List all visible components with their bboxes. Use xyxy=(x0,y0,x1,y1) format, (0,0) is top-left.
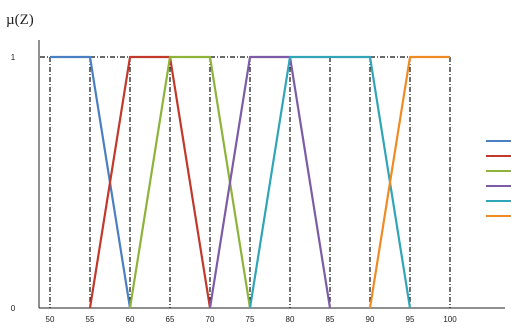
chart-title: µ(Z) xyxy=(6,12,34,28)
axes xyxy=(38,40,505,309)
x-tick-label: 65 xyxy=(166,315,175,324)
x-tick-label: 70 xyxy=(206,315,215,324)
x-tick-label: 60 xyxy=(126,315,135,324)
x-tick-label: 55 xyxy=(86,315,95,324)
series-line-1 xyxy=(50,55,132,309)
series-line-2 xyxy=(88,55,212,309)
x-tick-label: 90 xyxy=(366,315,375,324)
legend xyxy=(486,140,511,217)
x-tick-label: 95 xyxy=(406,315,415,324)
series-line-4 xyxy=(208,55,332,309)
grid-lines xyxy=(40,56,451,308)
y-tick-label: 1 xyxy=(11,53,16,62)
x-tick-label: 100 xyxy=(443,315,457,324)
tick-labels: 50 55 60 65 70 75 80 85 90 95 100 0 1 xyxy=(11,53,457,324)
x-tick-label: 75 xyxy=(246,315,255,324)
series-line-5 xyxy=(248,55,412,309)
series-line-6 xyxy=(368,55,450,309)
x-tick-label: 85 xyxy=(326,315,335,324)
x-tick-label: 50 xyxy=(46,315,55,324)
x-tick-label: 80 xyxy=(286,315,295,324)
y-tick-label: 0 xyxy=(11,304,16,313)
series-lines xyxy=(50,55,450,309)
